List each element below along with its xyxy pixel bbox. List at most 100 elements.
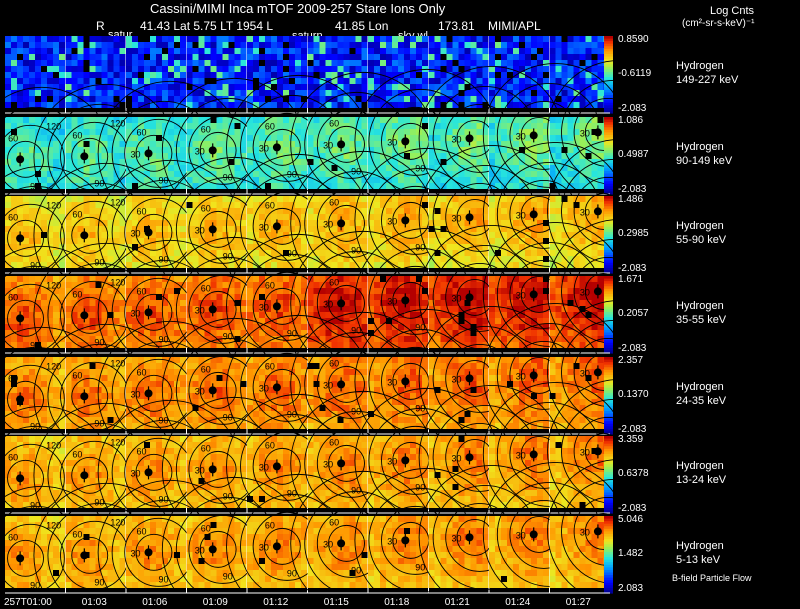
pixel xyxy=(247,208,253,214)
pixel xyxy=(23,54,29,60)
pixel xyxy=(234,147,241,153)
pixel xyxy=(398,262,404,268)
pixel xyxy=(422,282,428,288)
pixel xyxy=(162,48,168,54)
pixel xyxy=(428,84,435,90)
pixel xyxy=(495,60,501,66)
pixel xyxy=(95,60,102,66)
pixel xyxy=(253,250,259,256)
pixel xyxy=(440,36,447,42)
pixel xyxy=(83,294,90,300)
pixel xyxy=(11,141,17,147)
pixel xyxy=(597,84,604,90)
pixel xyxy=(501,135,507,141)
pixel xyxy=(240,318,247,324)
pixel xyxy=(132,183,138,189)
pixel xyxy=(150,102,156,108)
pixel xyxy=(47,54,53,60)
pixel xyxy=(277,262,283,268)
colorbar-step xyxy=(604,201,613,205)
pixel xyxy=(47,135,53,141)
pixel xyxy=(138,312,144,318)
pixel xyxy=(398,208,404,214)
pixel xyxy=(549,129,556,135)
pixel xyxy=(186,214,193,220)
pixel xyxy=(337,202,344,208)
pixel xyxy=(440,72,447,78)
pixel xyxy=(265,72,271,78)
pixel xyxy=(398,171,404,177)
pixel xyxy=(579,262,586,268)
pixel xyxy=(283,288,289,294)
pixel xyxy=(277,208,283,214)
pixel xyxy=(567,183,574,189)
pixel xyxy=(192,244,199,250)
pixel xyxy=(247,117,253,123)
pixel xyxy=(482,214,489,220)
pixel xyxy=(23,72,29,78)
colorbar-step xyxy=(604,41,613,45)
pixel xyxy=(11,256,17,262)
pixel xyxy=(186,183,193,189)
pixel xyxy=(386,214,392,220)
contour-line xyxy=(263,287,301,325)
pixel xyxy=(349,318,356,324)
pixel xyxy=(452,129,459,135)
pixel xyxy=(210,202,217,208)
pixel xyxy=(138,141,144,147)
pixel xyxy=(204,90,211,96)
pixel xyxy=(585,226,592,232)
pixel xyxy=(597,141,604,147)
pixel xyxy=(567,66,574,72)
pixel xyxy=(277,300,283,306)
contour-label: 60 xyxy=(137,127,147,137)
pixel xyxy=(5,147,11,153)
pixel xyxy=(204,36,211,42)
pixel xyxy=(591,232,598,238)
pixel xyxy=(259,330,265,336)
pixel xyxy=(71,300,78,306)
pixel xyxy=(355,256,362,262)
pixel xyxy=(156,129,162,135)
pixel xyxy=(561,96,568,102)
pixel xyxy=(210,238,217,244)
colorbar-step xyxy=(604,252,613,256)
pixel xyxy=(537,135,543,141)
pixel xyxy=(11,294,17,300)
pixel xyxy=(180,84,186,90)
pixel xyxy=(186,129,193,135)
pixel xyxy=(271,183,277,189)
pixel xyxy=(138,48,144,54)
pixel xyxy=(489,147,495,153)
pixel xyxy=(174,123,180,129)
pixel xyxy=(307,141,314,147)
pixel xyxy=(228,84,235,90)
pixel xyxy=(325,183,332,189)
pixel xyxy=(368,48,374,54)
pixel xyxy=(107,306,114,312)
pixel xyxy=(422,202,428,208)
pixel xyxy=(416,117,422,123)
pixel xyxy=(537,60,543,66)
pixel xyxy=(71,294,78,300)
pixel xyxy=(446,54,453,60)
pixel xyxy=(301,244,307,250)
pixel xyxy=(343,183,350,189)
pixel xyxy=(186,336,193,342)
pixel xyxy=(186,318,193,324)
pixel xyxy=(489,300,495,306)
pixel xyxy=(41,96,47,102)
pixel xyxy=(458,312,465,318)
pixel xyxy=(440,318,447,324)
pixel xyxy=(585,36,592,42)
pixel xyxy=(289,84,295,90)
pixel xyxy=(555,48,562,54)
pixel xyxy=(119,42,126,48)
pixel xyxy=(168,202,174,208)
pixel xyxy=(198,90,205,96)
pixel xyxy=(458,220,465,226)
pixel xyxy=(222,318,229,324)
pixel xyxy=(289,36,295,42)
pixel xyxy=(168,342,174,348)
pixel xyxy=(192,196,199,202)
